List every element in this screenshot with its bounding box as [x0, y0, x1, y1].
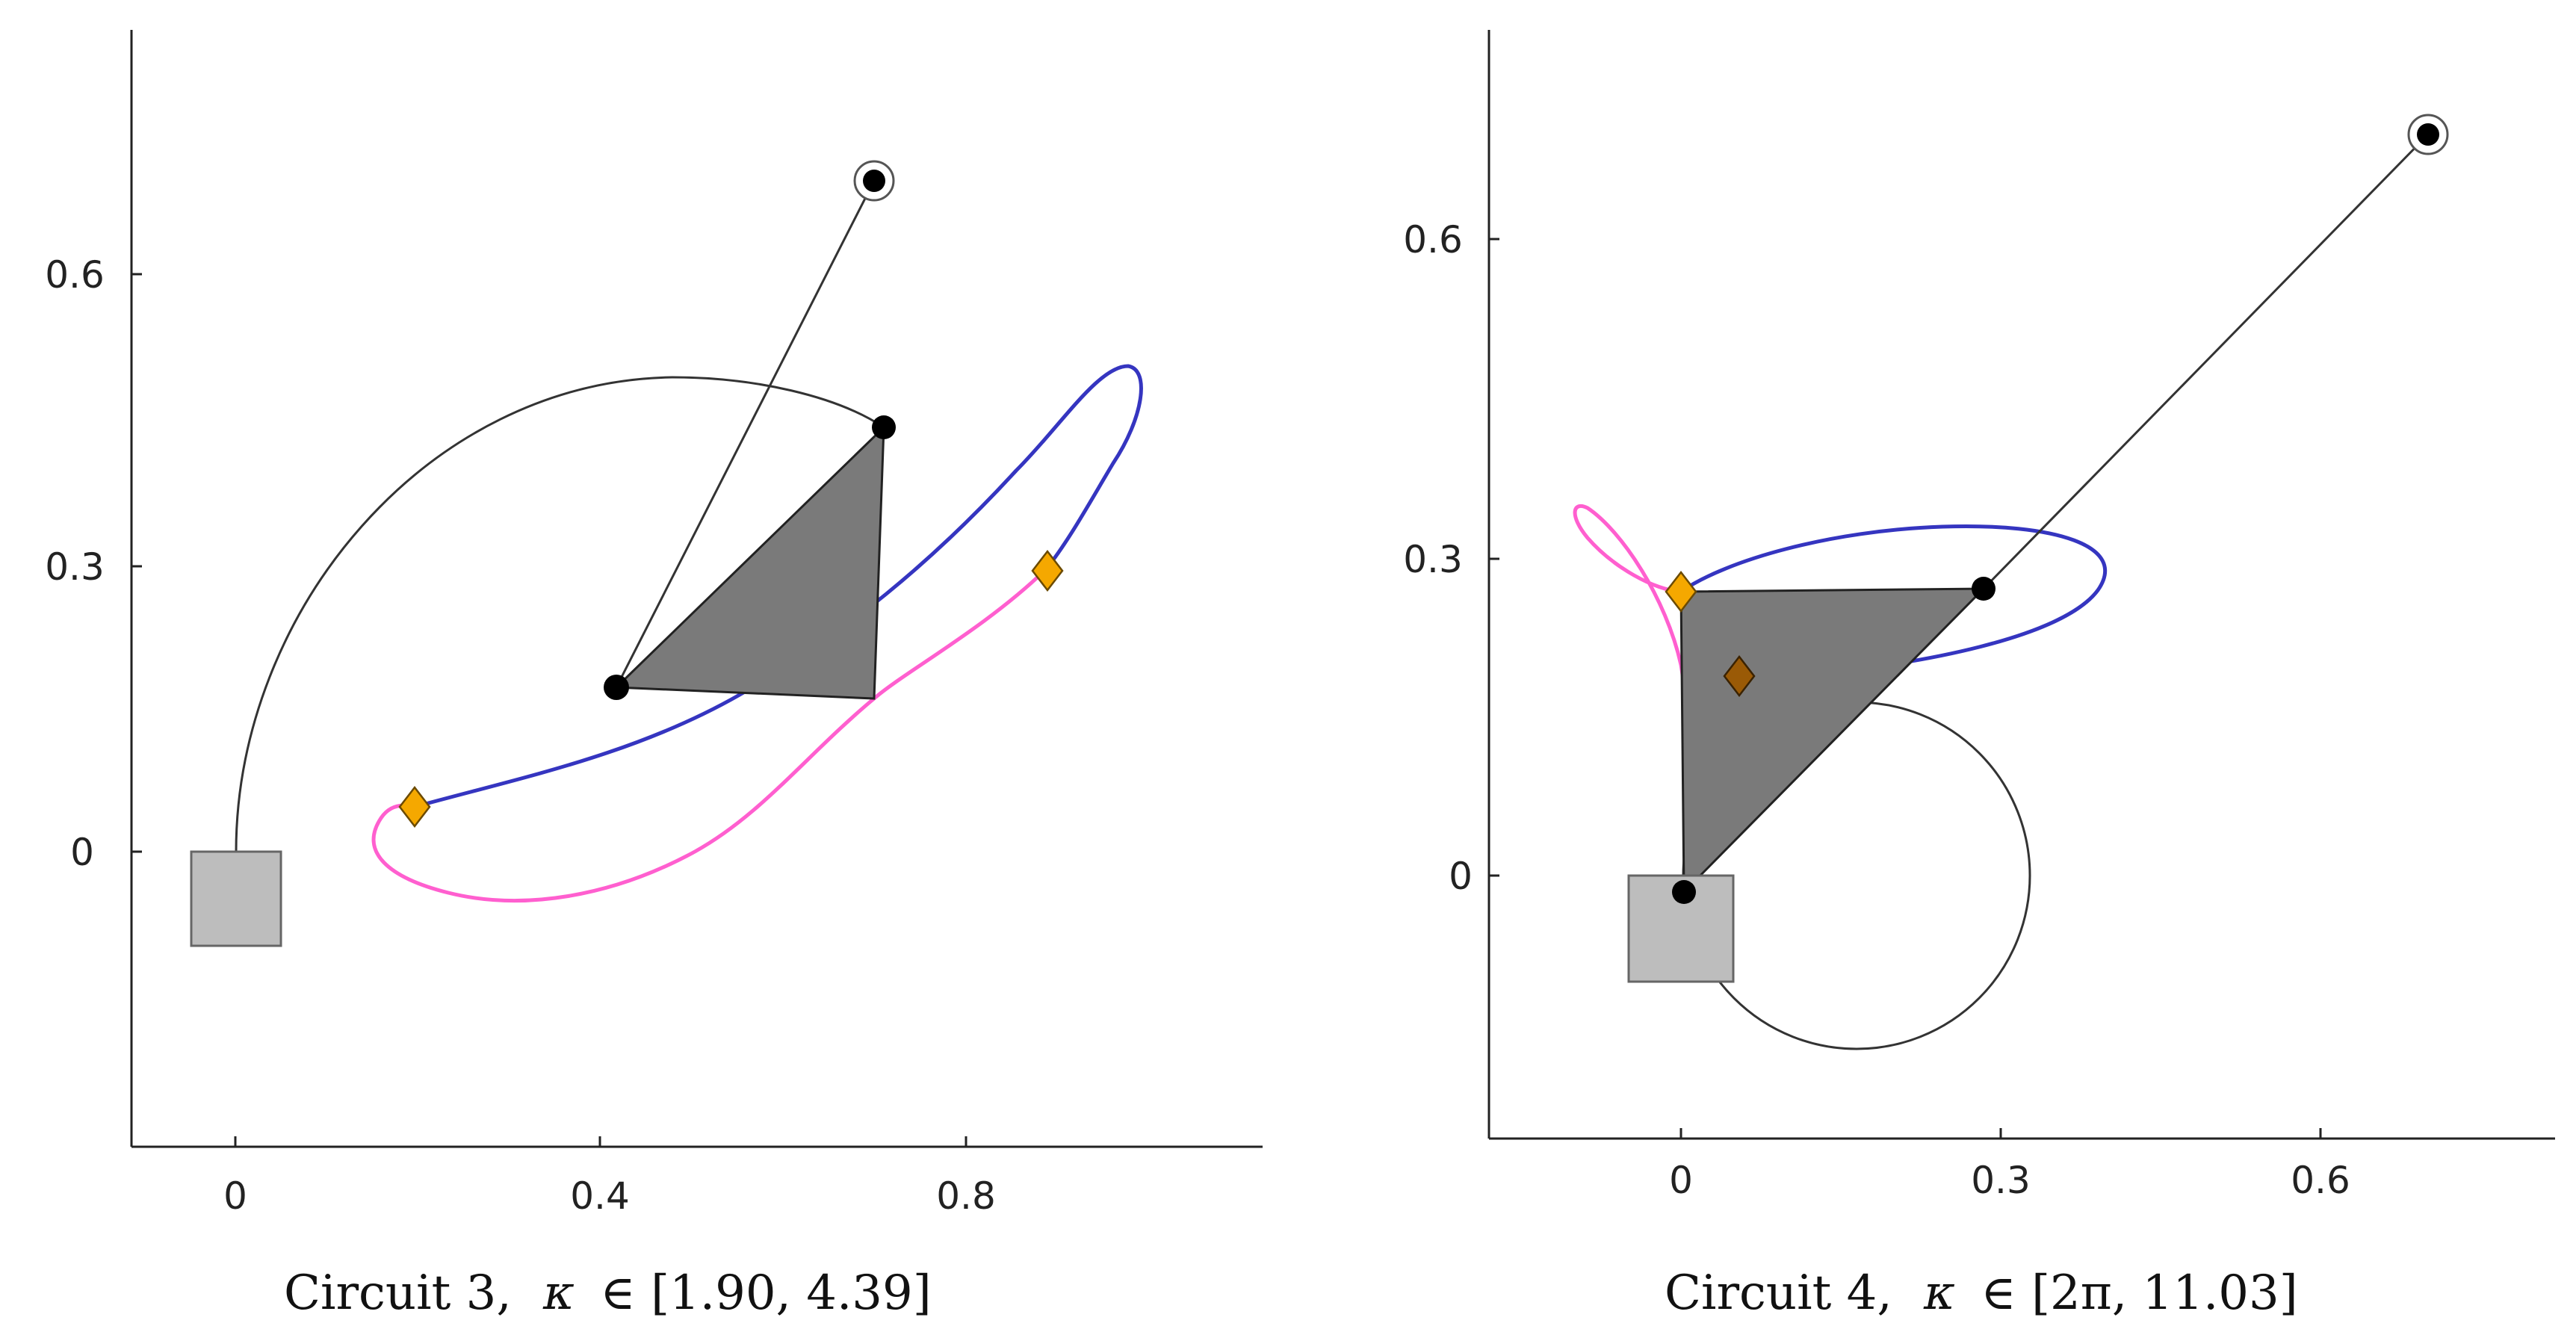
caption-circuit-4: Circuit 4, κ ∈ [2π, 11.03]	[1665, 1266, 2298, 1321]
coupler-triangle	[613, 424, 885, 700]
y-tick-label: 0.6	[1403, 218, 1463, 261]
pivot-joint	[863, 170, 885, 192]
coupler-triangle	[1679, 587, 1987, 895]
orange-marker	[1031, 549, 1064, 592]
blue-trajectory	[414, 364, 1143, 809]
joint-right	[1972, 577, 1996, 601]
caption-range: ∈ [2π, 11.03]	[1981, 1266, 2297, 1321]
y-tick-label: 0	[1449, 855, 1473, 898]
x-tick-label: 0.4	[570, 1174, 630, 1218]
caption-range: ∈ [1.90, 4.39]	[600, 1266, 931, 1321]
orange-marker	[398, 785, 431, 829]
joint-top	[872, 415, 896, 439]
caption-kappa: κ	[1923, 1266, 1955, 1321]
orange-marker	[1665, 570, 1697, 613]
y-tick-label: 0.6	[45, 253, 105, 297]
x-tick-label: 0.8	[936, 1174, 996, 1218]
pink-trajectory	[371, 568, 1047, 902]
x-tick-label: 0	[1669, 1159, 1693, 1202]
joint-left	[604, 675, 629, 700]
y-tick-label: 0.3	[1403, 538, 1463, 581]
arc-link	[235, 376, 885, 852]
caption-kappa: κ	[542, 1266, 575, 1321]
brown-marker	[1723, 654, 1756, 698]
panel-circuit-3: 0 0.3 0.6 0 0.4 0.8 Circuit 3,	[45, 30, 1263, 1321]
joint-bottom	[1672, 880, 1696, 904]
caption-prefix: Circuit 3,	[284, 1266, 512, 1321]
caption-circuit-3: Circuit 3, κ ∈ [1.90, 4.39]	[284, 1266, 932, 1321]
pivot-joint	[2417, 123, 2439, 146]
y-tick-label: 0.3	[45, 545, 105, 589]
x-tick-label: 0.6	[2291, 1159, 2350, 1202]
base-block	[190, 850, 282, 947]
caption-prefix: Circuit 4,	[1665, 1266, 1892, 1321]
x-tick-label: 0	[223, 1174, 247, 1218]
panel-circuit-4: 0 0.3 0.6 0 0.3 0.6 Circuit 4,	[1403, 30, 2555, 1321]
x-tick-label: 0.3	[1971, 1159, 2031, 1202]
y-tick-label: 0	[70, 831, 94, 874]
rod-link	[1982, 133, 2430, 590]
rod-link	[615, 180, 876, 688]
